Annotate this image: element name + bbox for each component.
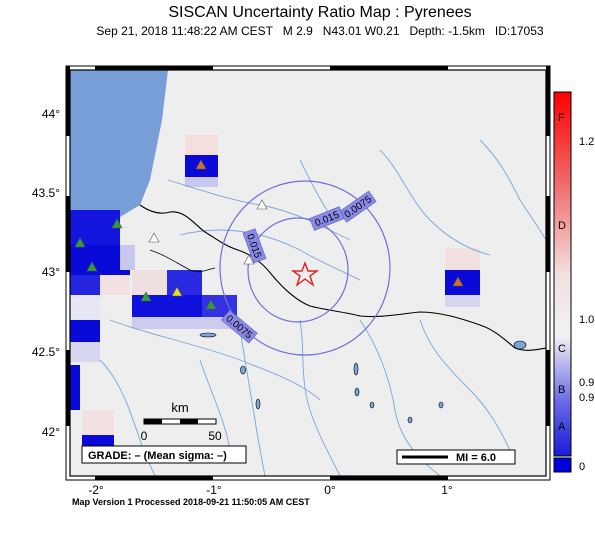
latitude-ticks: 44° 43.5° 43° 42.5° 42° (32, 107, 60, 439)
lon-tick-m1: -1° (206, 483, 222, 497)
uncertainty-grid (70, 135, 480, 455)
cb-value-0-9a: 0.9 (579, 377, 594, 389)
station-triangle-icon (195, 159, 207, 170)
cb-value-0: 0 (579, 461, 585, 473)
station-triangle-icon (171, 286, 183, 297)
station-triangle-icon (148, 232, 160, 243)
cb-letter-d: D (558, 220, 566, 232)
uncertainty-contours (219, 180, 391, 356)
colorbar: F D C B A 1.2 1.0 0.9 0.9 0 (553, 91, 594, 473)
cb-letter-a: A (558, 421, 566, 433)
longitude-ticks: -2° -1° 0° 1° (88, 483, 453, 497)
station-triangle-icon (74, 237, 86, 248)
station-triangle-icon (256, 199, 268, 210)
lat-tick-43: 43° (42, 265, 60, 279)
station-markers (74, 159, 464, 310)
station-triangle-icon (452, 276, 464, 287)
station-triangle-icon (111, 218, 123, 229)
cb-letter-f: F (558, 112, 565, 124)
scale-label-50: 50 (208, 429, 222, 443)
map-frame (65, 65, 551, 481)
grade-box: GRADE: – (Mean sigma: –) (81, 445, 247, 464)
scale-bar: km 0 50 (141, 400, 222, 443)
lon-tick-m2: -2° (88, 483, 104, 497)
station-triangle-icon (243, 254, 255, 265)
map-subtitle: Sep 21, 2018 11:48:22 AM CEST M 2.9 N43.… (96, 24, 544, 38)
lat-tick-42-5: 42.5° (32, 345, 60, 359)
map-footer: Map Version 1 Processed 2018-09-21 11:50… (72, 497, 310, 507)
scale-label-0: 0 (141, 429, 148, 443)
station-triangle-icon (140, 291, 152, 302)
cb-value-1-0: 1.0 (579, 314, 594, 326)
sea-area (70, 70, 168, 238)
lat-tick-42: 42° (42, 425, 60, 439)
station-triangle-icon (86, 261, 98, 272)
cb-value-0-9b: 0.9 (579, 392, 594, 404)
cb-value-1-2: 1.2 (579, 136, 594, 148)
lon-tick-0: 0° (324, 483, 336, 497)
lon-tick-1: 1° (441, 483, 453, 497)
epicenter-star-icon (290, 261, 320, 287)
mi-text: MI = 6.0 (456, 452, 496, 464)
lat-tick-43-5: 43.5° (32, 186, 60, 200)
lat-tick-44: 44° (42, 107, 60, 121)
cb-letter-c: C (558, 343, 566, 355)
map-title: SISCAN Uncertainty Ratio Map : Pyrenees (168, 4, 472, 21)
grade-text: GRADE: – (Mean sigma: –) (88, 450, 227, 462)
mi-legend: MI = 6.0 (396, 449, 516, 465)
scale-unit: km (171, 400, 188, 415)
border-line (139, 204, 546, 351)
station-triangle-icon (205, 299, 217, 310)
cb-letter-b: B (558, 384, 565, 396)
